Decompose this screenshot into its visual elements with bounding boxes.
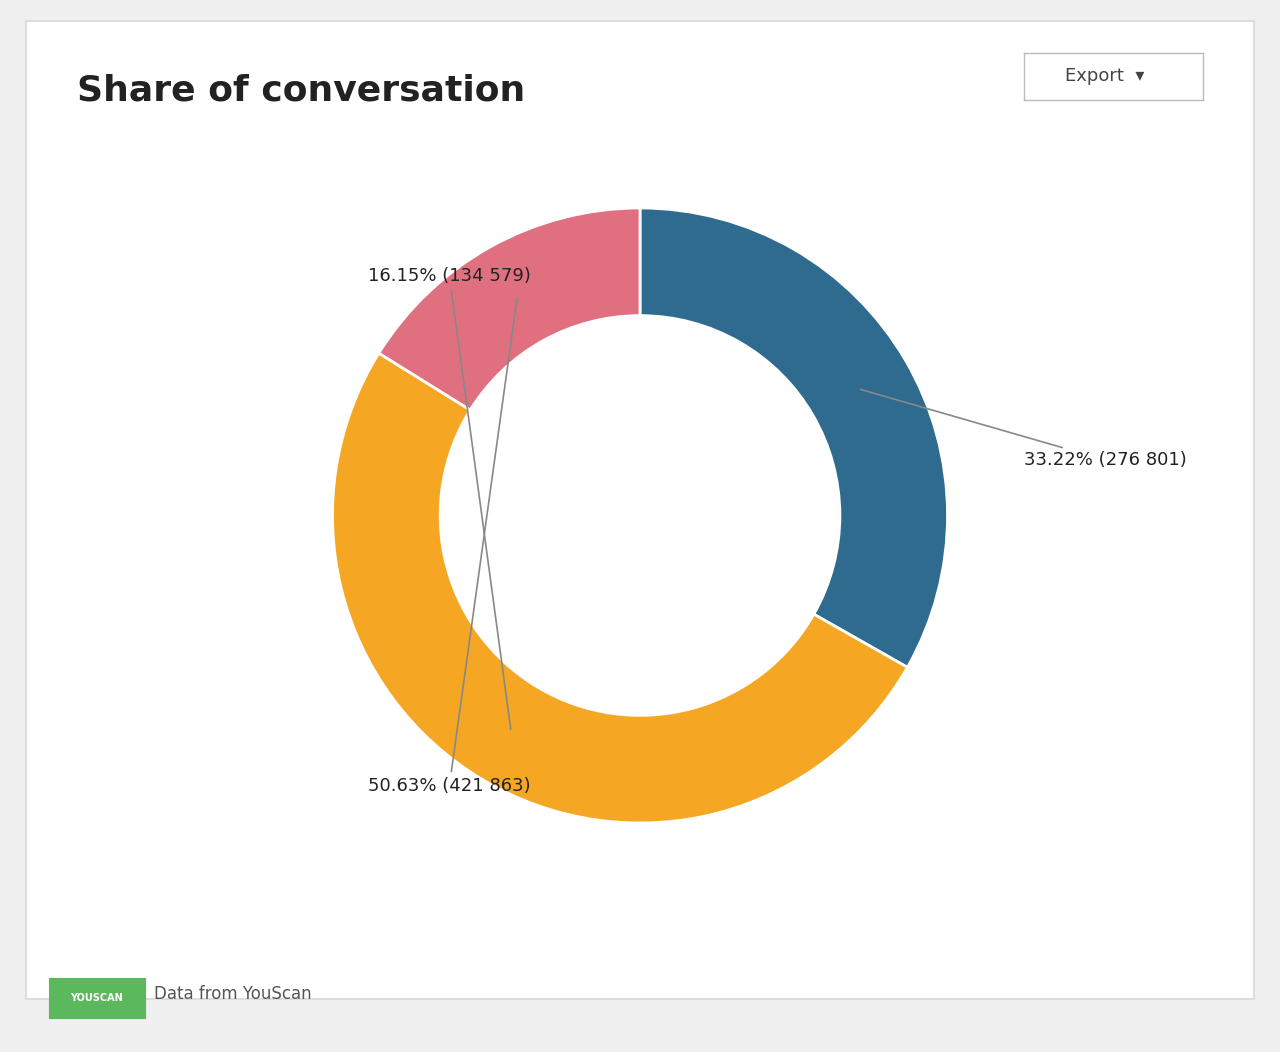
Text: 50.63% (421 863): 50.63% (421 863)	[369, 298, 531, 795]
Text: YOUSCAN: YOUSCAN	[70, 993, 123, 1004]
Wedge shape	[640, 208, 947, 667]
Wedge shape	[333, 353, 908, 823]
Text: 16.15% (134 579): 16.15% (134 579)	[367, 266, 531, 729]
Text: Share of conversation: Share of conversation	[77, 74, 525, 107]
Text: Export  ▾: Export ▾	[1065, 67, 1144, 85]
Text: Data from YouScan: Data from YouScan	[154, 985, 311, 1004]
Text: 33.22% (276 801): 33.22% (276 801)	[860, 389, 1187, 469]
Wedge shape	[379, 208, 640, 410]
